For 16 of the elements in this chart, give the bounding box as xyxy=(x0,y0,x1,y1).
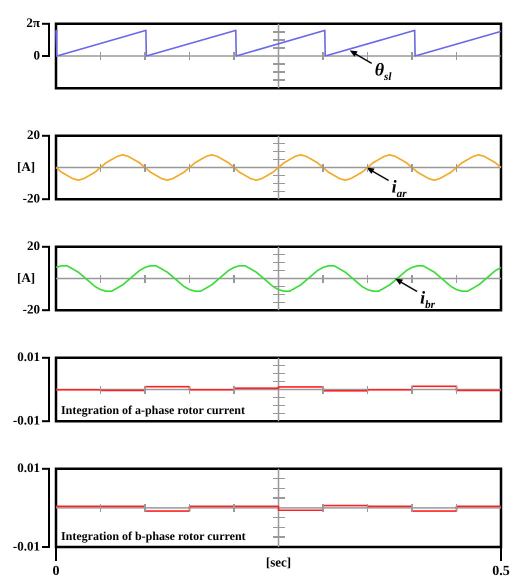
y-axis-title: [A] xyxy=(16,158,36,174)
y-tick-label: 0.01 xyxy=(17,460,40,476)
x-axis-title: [sec] xyxy=(266,554,292,570)
y-tick-label: -20 xyxy=(22,190,40,206)
y-tick-label: 0 xyxy=(34,47,40,62)
y-tick-label: 20 xyxy=(27,127,40,142)
y-tick-label: -0.01 xyxy=(12,538,40,554)
y-tick-label: 2π xyxy=(26,15,40,30)
y-axis-title: [A] xyxy=(16,270,36,285)
text: Integration of b-phase rotor current xyxy=(61,529,246,543)
y-tick-label: 20 xyxy=(27,238,40,254)
text: Integration of a-phase rotor current xyxy=(61,403,245,418)
y-tick-label: 0.01 xyxy=(17,349,40,364)
x-tick-label: 0.5 xyxy=(492,564,510,580)
y-tick-label: -0.01 xyxy=(12,412,40,428)
y-tick-label: -20 xyxy=(22,302,40,317)
